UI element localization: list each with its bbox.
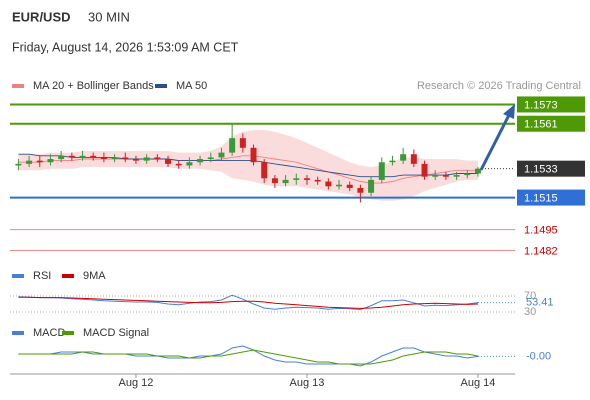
candle-body [186,162,193,166]
candle-body [453,175,460,177]
candle-body [111,157,118,160]
level-box [517,189,585,206]
x-tick-label: Aug 13 [290,377,325,389]
legend-label: MACD [33,327,65,339]
candle-body [314,179,321,182]
legend-swatch [12,84,24,88]
current-price-label: 1.1533 [524,164,558,176]
arrow-line [479,114,511,171]
level-label: 1.1515 [524,192,558,204]
candle-body [261,162,268,179]
candle-body [336,184,343,187]
candle-body [346,184,353,188]
level-label: 1.1482 [524,245,558,257]
candle-body [47,159,54,163]
candle-body [122,157,129,160]
legend-swatch [12,274,24,278]
source: Research © 2026 Trading Central [417,80,581,92]
candle-body [58,155,65,160]
level-label: 1.1495 [524,225,558,237]
legend-label: MA 50 [176,80,207,92]
candle-body [90,155,97,158]
candle-body [325,181,332,187]
legend-label: RSI [33,270,51,282]
legend-label: 9MA [83,270,106,282]
y-tick-label: 70 [524,290,536,302]
plot: MA 20 + Bollinger Bands MA 50 1.1573 1.1561… [10,80,585,389]
legend-swatch [62,274,74,278]
candle-body [239,138,246,148]
candle-body [218,152,225,158]
candle-body [79,155,86,158]
candle-body [293,178,300,180]
indicator-line [18,345,479,367]
candle-body [442,175,449,177]
candle-body [464,173,471,176]
legend-label: MACD Signal [83,327,149,339]
candle-body [207,157,214,160]
legend-swatch [62,331,74,335]
x-tick-label: Aug 14 [461,377,496,389]
candle-body [250,147,257,163]
candle-body [282,179,289,184]
candle-body [432,175,439,177]
legend-swatch [12,331,24,335]
indicator-line [18,296,479,309]
candle-body [421,163,428,177]
candle-body [410,154,417,164]
candle-body [15,163,22,166]
candle-body [378,162,385,180]
legend-swatch [155,84,167,88]
candle-body [26,160,33,164]
candle-body [36,160,43,163]
indicator-line [18,349,479,365]
x-tick-label: Aug 12 [119,377,154,389]
current-label: -0.00 [526,350,551,362]
candle-body [389,160,396,163]
current-price-box [517,160,585,177]
level-label: 1.1573 [524,99,558,111]
bollinger-band [18,130,479,201]
candle-body [400,154,407,161]
arrow-head [503,104,515,119]
candle-body [229,138,236,153]
level-box [517,115,585,132]
candle-body [68,155,75,158]
level-label: 1.1561 [524,119,558,131]
ma-line [18,155,478,184]
candle-body [175,163,182,166]
legend-label: MA 20 + Bollinger Bands [33,80,154,92]
candle-body [143,157,150,161]
candle-body [154,157,161,160]
timestamp: Friday, August 14, 2026 1:53:09 AM CET [12,40,239,54]
candle-body [368,179,375,193]
forecast-arrow [479,104,515,171]
candle-body [357,187,364,193]
candle-body [100,157,107,160]
interval: 30 MIN [88,9,130,24]
candle-body [132,159,139,161]
candle-body [303,178,310,180]
candle-body [165,159,172,164]
current-label: 53.41 [526,297,554,309]
candle-body [197,159,204,163]
level-box [517,96,585,113]
candle-body [474,168,481,174]
indicator-line [18,294,479,311]
symbol: EUR/USD [12,9,71,24]
y-tick-label: 30 [524,306,536,318]
candle-body [271,178,278,184]
